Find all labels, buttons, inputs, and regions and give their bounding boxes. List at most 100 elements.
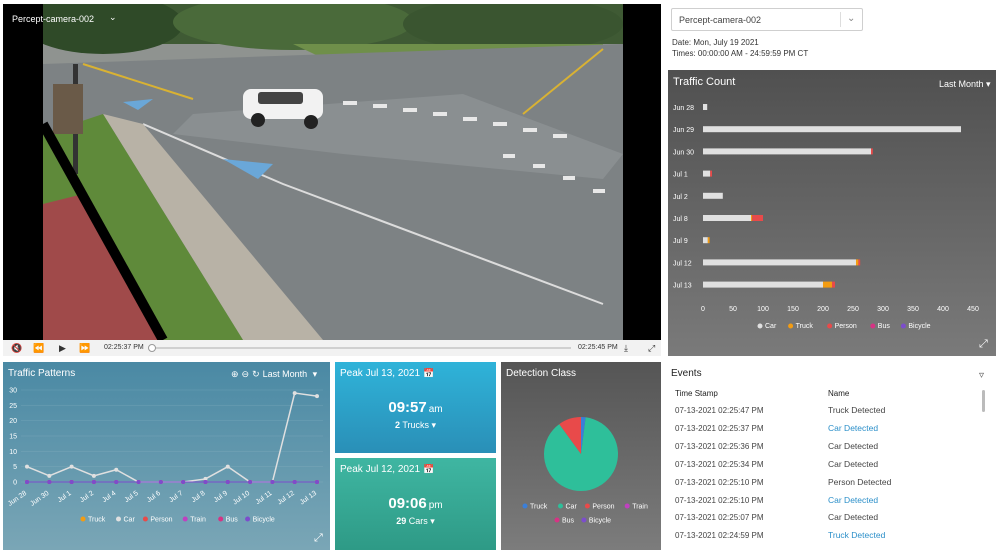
video-player[interactable]: Percept-camera-002 ⌄ 🔇 ⏪ ▶ ⏩ 02:25:37 PM…: [3, 4, 661, 356]
reset-icon[interactable]: ↻: [252, 369, 260, 379]
legend-swatch: [116, 516, 121, 522]
table-row[interactable]: 07-13-2021 02:25:34 PM Car Detected: [668, 457, 980, 475]
x-tick-label: Jun 28: [7, 490, 28, 508]
zoom-out-icon[interactable]: ⊖: [241, 369, 250, 379]
x-tick-label: 300: [877, 306, 889, 313]
x-tick-label: 350: [907, 306, 919, 313]
expand-icon[interactable]: ⤢: [314, 532, 323, 544]
bar-segment: [703, 104, 708, 110]
data-point: [181, 480, 186, 484]
chevron-down-icon[interactable]: ⌄: [109, 12, 117, 22]
data-point: [248, 480, 253, 484]
traffic-patterns-range-dropdown[interactable]: Last Month ▾: [262, 369, 318, 379]
peak-count-dropdown[interactable]: 29 Cars ▾: [396, 516, 435, 526]
x-tick-label: Jul 7: [168, 490, 184, 504]
bar-segment: [751, 215, 753, 221]
data-point: [292, 391, 297, 396]
y-tick-label: 30: [9, 388, 17, 395]
table-row[interactable]: 07-13-2021 02:25:10 PM Car Detected: [668, 493, 980, 511]
event-name[interactable]: Car Detected: [828, 422, 879, 433]
traffic-patterns-toolbar: ⊕ ⊖ ↻ Last Month ▾: [231, 369, 320, 380]
legend-label: Car: [765, 323, 777, 330]
x-tick-label: Jul 13: [299, 490, 318, 507]
events-panel: Events ▿ Time Stamp Name 07-13-2021 02:2…: [668, 362, 996, 550]
bar-segment: [858, 259, 861, 266]
y-tick-label: 15: [9, 434, 17, 441]
data-point: [114, 467, 119, 472]
fullscreen-icon[interactable]: ⤢: [648, 343, 656, 353]
x-tick-label: Jul 12: [277, 490, 296, 507]
y-tick-label: Jul 9: [673, 238, 688, 245]
seek-handle[interactable]: [148, 344, 156, 352]
y-tick-label: 25: [9, 403, 17, 410]
legend-swatch: [558, 503, 563, 509]
event-name: Car Detected: [828, 440, 879, 451]
seek-bar[interactable]: [148, 344, 571, 352]
select-divider: [840, 12, 841, 27]
table-row[interactable]: 07-13-2021 02:25:10 PM Person Detected: [668, 475, 980, 493]
download-icon[interactable]: ⤓: [624, 343, 628, 353]
camera-select[interactable]: Percept-camera-002 ⌄: [671, 8, 863, 31]
legend-label: Train: [190, 517, 206, 524]
data-point: [225, 480, 230, 484]
data-point: [47, 480, 52, 484]
peak-time: 09:57 am: [388, 399, 443, 416]
legend-label: Truck: [796, 323, 814, 330]
table-row[interactable]: 07-13-2021 02:24:59 PM Truck Detected: [668, 528, 980, 546]
legend-label: Car: [566, 504, 578, 511]
current-time: 02:25:37 PM: [104, 344, 144, 351]
event-timestamp: 07-13-2021 02:24:59 PM: [675, 531, 764, 541]
event-name[interactable]: Car Detected: [828, 494, 879, 505]
fast-forward-icon[interactable]: ⏩: [79, 343, 91, 353]
x-tick-label: Jun 30: [29, 490, 50, 508]
legend-label: Bus: [562, 518, 575, 525]
bar-segment: [832, 281, 835, 288]
camera-feed-image: [43, 4, 623, 340]
data-point: [292, 480, 297, 484]
times-text: Times: 00:00:00 AM - 24:59:59 PM CT: [672, 49, 809, 58]
traffic-count-title: Traffic Count: [673, 76, 736, 88]
y-tick-label: 5: [13, 464, 17, 471]
scrollbar[interactable]: [982, 390, 985, 412]
legend-label: Bicycle: [253, 517, 275, 524]
traffic-count-panel: Jun 28 Jun 29 Jun 30 Jul 1 Jul 2 Jul 8 Jul 9 Ju…: [668, 70, 996, 356]
legend-label: Person: [150, 517, 172, 524]
event-name[interactable]: Truck Detected: [828, 530, 886, 541]
legend-label: Bicycle: [908, 323, 930, 330]
zoom-in-icon[interactable]: ⊕: [231, 369, 239, 379]
bar-segment: [703, 259, 856, 266]
x-tick-label: Jul 8: [190, 490, 206, 504]
expand-icon[interactable]: ⤢: [979, 338, 988, 350]
play-icon[interactable]: ▶: [59, 343, 66, 353]
peak-count-dropdown[interactable]: 2 Trucks ▾: [394, 420, 437, 430]
end-time: 02:25:45 PM: [578, 344, 618, 351]
y-tick-label: 0: [13, 480, 17, 487]
legend-label: Car: [124, 517, 136, 524]
bar-segment: [703, 126, 961, 133]
peak-title: Peak Jul 12, 2021 📅: [340, 464, 435, 475]
bar-segment: [707, 237, 710, 244]
table-row[interactable]: 07-13-2021 02:25:47 PM Truck Detected: [668, 403, 980, 421]
event-name: Car Detected: [828, 458, 879, 469]
peak-card-1: Peak Jul 13, 2021 📅 09:57 am 2 Trucks ▾: [335, 362, 496, 453]
x-tick-label: Jul 10: [232, 490, 251, 507]
legend-swatch: [870, 323, 876, 329]
legend-swatch: [900, 323, 906, 329]
traffic-count-range-dropdown[interactable]: Last Month ▾: [939, 79, 991, 89]
filter-icon[interactable]: ▿: [979, 370, 985, 381]
event-timestamp: 07-13-2021 02:25:34 PM: [675, 459, 764, 469]
y-tick-label: Jun 30: [673, 149, 694, 156]
table-row[interactable]: 07-13-2021 02:25:37 PM Car Detected: [668, 421, 980, 439]
table-row[interactable]: 07-13-2021 02:25:07 PM Car Detected: [668, 510, 980, 528]
event-name: Truck Detected: [828, 405, 886, 415]
mute-icon[interactable]: 🔇: [11, 343, 23, 353]
event-timestamp: 07-13-2021 02:25:10 PM: [675, 495, 764, 505]
table-row[interactable]: 07-13-2021 02:25:36 PM Car Detected: [668, 439, 980, 457]
chevron-down-icon[interactable]: ⌄: [847, 13, 856, 24]
x-tick-label: Jul 6: [146, 490, 162, 504]
series-line: [26, 392, 318, 483]
peak-time: 09:06 pm: [388, 495, 443, 512]
bar-segment: [752, 215, 763, 221]
rewind-icon[interactable]: ⏪: [33, 343, 45, 353]
x-tick-label: 150: [787, 306, 799, 313]
